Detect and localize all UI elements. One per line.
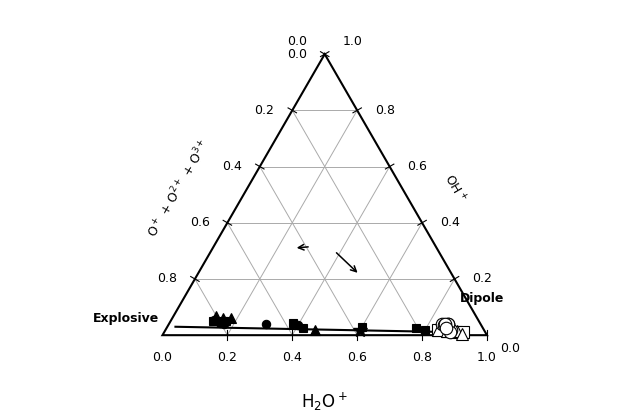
Text: Dipole: Dipole [460, 292, 503, 305]
Text: 1.0: 1.0 [477, 352, 497, 365]
Text: 0.2: 0.2 [217, 352, 238, 365]
Text: 0.8: 0.8 [157, 273, 177, 286]
Text: OH$^+$: OH$^+$ [441, 172, 468, 205]
Text: 0.2: 0.2 [473, 273, 492, 286]
Text: H$_2$O$^+$: H$_2$O$^+$ [302, 390, 348, 412]
Text: O$^+$ + O$^{2+}$ + O$^{3+}$: O$^+$ + O$^{2+}$ + O$^{3+}$ [144, 136, 213, 240]
Text: 0.6: 0.6 [407, 160, 428, 173]
Text: 0.4: 0.4 [440, 216, 460, 229]
Text: 1.0: 1.0 [342, 34, 362, 47]
Text: 0.8: 0.8 [412, 352, 432, 365]
Text: 0.8: 0.8 [375, 104, 395, 117]
Text: 0.0: 0.0 [152, 352, 173, 365]
Text: 0.6: 0.6 [347, 352, 367, 365]
Text: 0.6: 0.6 [189, 216, 210, 229]
Text: 0.0: 0.0 [287, 47, 307, 60]
Text: 0.0: 0.0 [500, 341, 520, 354]
Text: 0.4: 0.4 [283, 352, 302, 365]
Text: Explosive: Explosive [93, 312, 159, 325]
Text: 0.4: 0.4 [222, 160, 242, 173]
Text: 0.0: 0.0 [287, 34, 307, 47]
Text: 0.2: 0.2 [255, 104, 275, 117]
